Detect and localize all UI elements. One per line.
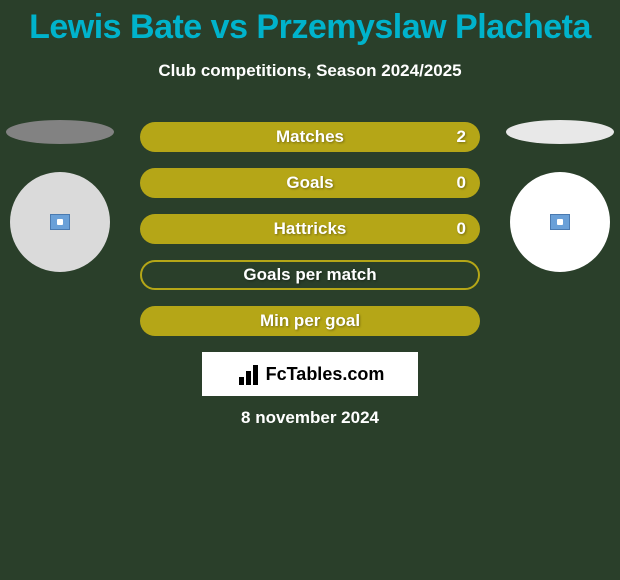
stat-value: 2 [457,127,466,147]
stat-value: 0 [457,173,466,193]
player-right-club-circle [510,172,610,272]
stat-bar-goals-per-match: Goals per match [140,260,480,290]
player-right-ellipse [506,120,614,144]
stat-bars: Matches 2 Goals 0 Hattricks 0 Goals per … [140,122,480,352]
player-left-column [0,120,120,272]
date-label: 8 november 2024 [0,408,620,428]
stat-value: 0 [457,219,466,239]
player-left-club-circle [10,172,110,272]
stat-label: Matches [276,127,344,147]
stat-label: Goals [286,173,333,193]
player-left-ellipse [6,120,114,144]
stat-bar-goals: Goals 0 [140,168,480,198]
stat-bar-min-per-goal: Min per goal [140,306,480,336]
stat-bar-matches: Matches 2 [140,122,480,152]
subtitle: Club competitions, Season 2024/2025 [0,61,620,81]
stat-bar-hattricks: Hattricks 0 [140,214,480,244]
fctables-badge: FcTables.com [202,352,418,396]
stat-label: Min per goal [260,311,360,331]
club-badge-icon [550,214,570,230]
barchart-icon [236,363,262,385]
player-right-column [500,120,620,272]
stat-label: Hattricks [274,219,347,239]
club-badge-icon [50,214,70,230]
page-title: Lewis Bate vs Przemyslaw Placheta [0,0,620,47]
stat-label: Goals per match [243,265,376,285]
fctables-label: FcTables.com [266,364,385,385]
